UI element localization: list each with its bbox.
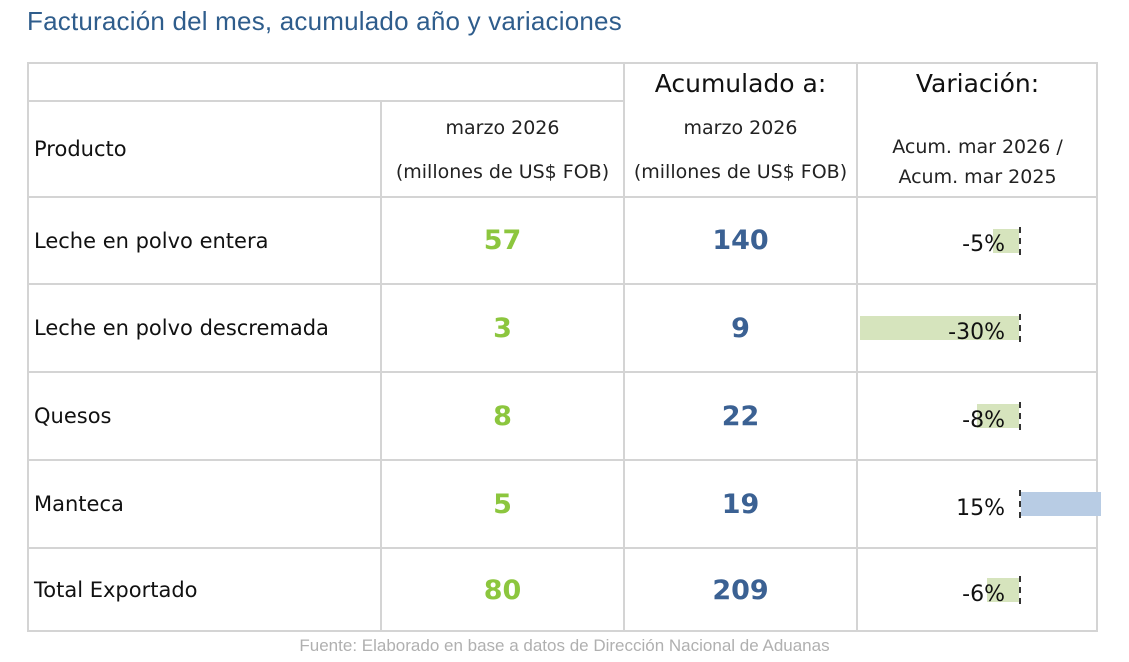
header-producto: Producto xyxy=(34,136,127,161)
header-mes: marzo 2026 (millones de US$ FOB) xyxy=(381,102,624,197)
data-bar-axis xyxy=(1019,576,1021,604)
variation-data-bar xyxy=(992,228,1019,253)
divider xyxy=(380,100,382,632)
variation-value: 15% xyxy=(956,495,1005,521)
divider xyxy=(27,371,1098,373)
month-value: 57 xyxy=(483,225,522,256)
header-mes-period: marzo 2026 xyxy=(445,116,560,139)
divider xyxy=(27,459,1098,461)
cumulative-value: 9 xyxy=(731,312,750,344)
month-value: 3 xyxy=(493,312,512,344)
data-bar-axis xyxy=(1019,314,1021,342)
source-note: Fuente: Elaborado en base a datos de Dir… xyxy=(299,636,830,655)
data-table xyxy=(27,62,1098,632)
variation-data-bar xyxy=(1021,492,1101,516)
divider xyxy=(27,283,1098,285)
variation-data-bar xyxy=(860,316,1019,340)
divider xyxy=(623,62,625,632)
divider xyxy=(856,62,858,632)
header-variacion: Acum. mar 2026 / Acum. mar 2025 xyxy=(857,122,1098,202)
variation-value: -5% xyxy=(962,232,1005,257)
header-var-line1: Acum. mar 2026 / xyxy=(892,136,1063,158)
header-variacion-title: Variación: xyxy=(915,68,1040,98)
cumulative-value: 22 xyxy=(721,400,760,432)
variation-value: -6% xyxy=(962,581,1005,607)
divider xyxy=(27,196,1098,198)
variation-data-bar xyxy=(987,578,1019,602)
variation-value: -8% xyxy=(962,407,1005,433)
cumulative-value: 140 xyxy=(712,225,769,256)
divider xyxy=(27,547,1098,549)
page-title: Facturación del mes, acumulado año y var… xyxy=(27,6,622,36)
month-value: 8 xyxy=(493,400,512,432)
variation-data-bar xyxy=(976,404,1019,428)
divider xyxy=(27,100,624,102)
header-acumulado: marzo 2026 (millones de US$ FOB) xyxy=(624,102,857,197)
product-name: Leche en polvo descremada xyxy=(34,316,329,340)
product-name: Total Exportado xyxy=(34,578,198,602)
product-name: Manteca xyxy=(34,492,124,516)
product-name: Leche en polvo entera xyxy=(34,228,269,253)
cumulative-value: 19 xyxy=(721,488,760,520)
header-mes-unit: (millones de US$ FOB) xyxy=(395,160,610,183)
data-bar-axis xyxy=(1019,226,1021,255)
header-acumulado-title: Acumulado a: xyxy=(654,68,827,98)
variation-value: -30% xyxy=(948,319,1005,345)
data-bar-axis xyxy=(1019,402,1021,430)
data-bar-axis xyxy=(1019,490,1021,518)
header-acum-unit: (millones de US$ FOB) xyxy=(633,160,848,183)
cumulative-value: 209 xyxy=(712,574,769,606)
month-value: 80 xyxy=(483,574,522,606)
header-acum-period: marzo 2026 xyxy=(683,116,798,139)
header-var-line2: Acum. mar 2025 xyxy=(898,166,1057,188)
product-name: Quesos xyxy=(34,404,112,428)
month-value: 5 xyxy=(493,488,512,520)
